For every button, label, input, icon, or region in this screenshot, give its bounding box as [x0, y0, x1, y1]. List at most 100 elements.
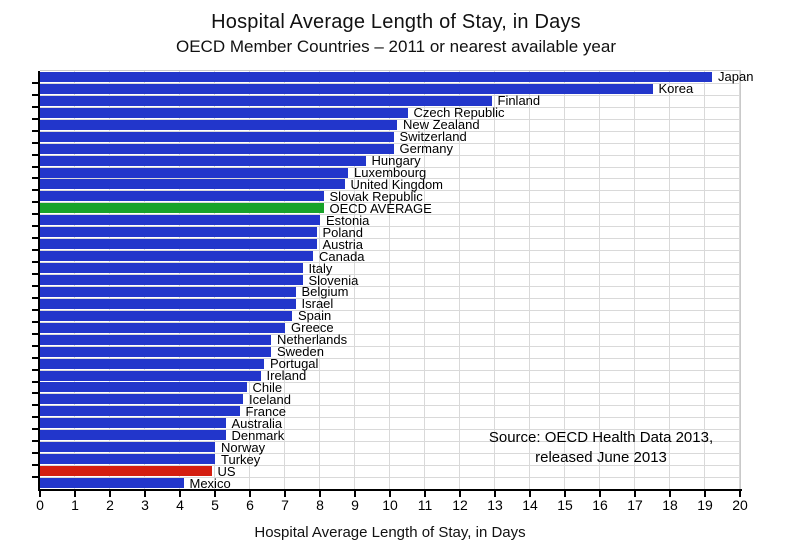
- bar-korea: [40, 83, 653, 94]
- x-axis-tick: [459, 491, 461, 497]
- bar-label: Denmark: [231, 427, 285, 443]
- gridline-h: [40, 393, 740, 395]
- bar-label: Spain: [298, 308, 332, 324]
- bar-canada: [40, 251, 313, 262]
- bar-row: OECD AVERAGE: [40, 200, 740, 216]
- y-axis-tick: [32, 440, 38, 443]
- gridline-h: [40, 226, 740, 228]
- y-axis-tick: [32, 296, 38, 299]
- bar-germany: [40, 143, 394, 154]
- bar-label: Turkey: [221, 451, 261, 467]
- gridline-h: [40, 94, 740, 96]
- gridline-h: [40, 309, 740, 311]
- source-line-2: released June 2013: [535, 449, 667, 466]
- bar-label: Slovenia: [308, 272, 359, 288]
- x-tick-label: 5: [211, 497, 219, 513]
- bar-mexico: [40, 478, 184, 489]
- gridline-v: [704, 71, 705, 489]
- y-axis-tick: [32, 81, 38, 84]
- x-tick-label: 15: [557, 497, 573, 513]
- gridline-h: [40, 166, 740, 168]
- gridline-v: [354, 71, 355, 489]
- x-tick-label: 18: [662, 497, 678, 513]
- y-axis-tick: [32, 129, 38, 132]
- x-axis-tick: [424, 491, 426, 497]
- bar-greece: [40, 322, 285, 333]
- bar-label: Luxembourg: [354, 165, 427, 180]
- gridline-h: [40, 369, 740, 371]
- bar-label: OECD AVERAGE: [329, 200, 432, 216]
- bar-label: Poland: [322, 224, 363, 240]
- y-axis-tick: [32, 117, 38, 120]
- x-tick-label: 13: [487, 497, 503, 513]
- bar-hungary: [40, 155, 366, 166]
- y-axis-tick: [32, 237, 38, 240]
- bar-japan: [40, 71, 712, 82]
- bar-poland: [40, 227, 317, 238]
- bar-row: Mexico: [40, 475, 740, 491]
- y-axis-tick: [32, 225, 38, 228]
- y-axis-tick: [32, 308, 38, 311]
- bar-label: US: [217, 463, 236, 479]
- source-note: Source: OECD Health Data 2013, released …: [465, 428, 737, 468]
- bar-switzerland: [40, 131, 394, 142]
- gridline-h: [40, 417, 740, 419]
- bar-row: Canada: [40, 250, 740, 263]
- bar-iceland: [40, 394, 243, 405]
- gridline-h: [40, 118, 740, 120]
- bar-netherlands: [40, 334, 271, 345]
- bar-label: Iceland: [249, 391, 291, 407]
- bar-us: [40, 466, 212, 477]
- bar-row: Norway: [40, 441, 740, 454]
- x-tick-label: 2: [106, 497, 114, 513]
- x-axis-tick: [39, 491, 41, 497]
- x-axis-tick: [529, 491, 531, 497]
- bar-czech-republic: [40, 107, 408, 118]
- bar-ireland: [40, 370, 261, 381]
- bar-israel: [40, 298, 296, 309]
- bar-label: France: [245, 403, 286, 419]
- bar-row: Turkey: [40, 451, 740, 467]
- y-axis-tick: [32, 452, 38, 455]
- y-axis-tick: [32, 153, 38, 156]
- gridline-h: [40, 465, 740, 467]
- gridline-h: [40, 190, 740, 192]
- bar-row: Netherlands: [40, 333, 740, 346]
- gridline-h: [40, 130, 740, 132]
- bar-row: Portugal: [40, 357, 740, 370]
- bar-row: Luxembourg: [40, 165, 740, 180]
- bar-row: Hungary: [40, 154, 740, 167]
- gridline-h: [40, 82, 740, 84]
- gridline-h: [40, 178, 740, 180]
- bar-label: Mexico: [189, 475, 231, 491]
- x-axis-tick: [284, 491, 286, 497]
- x-axis-tick: [249, 491, 251, 497]
- bar-belgium: [40, 286, 296, 297]
- x-axis-tick: [214, 491, 216, 497]
- bar-row: Sweden: [40, 345, 740, 358]
- bar-label: Germany: [399, 141, 453, 157]
- gridline-v: [319, 71, 320, 489]
- bar-chile: [40, 382, 247, 393]
- bar-turkey: [40, 454, 215, 465]
- gridline-v: [424, 71, 425, 489]
- y-axis-tick: [32, 105, 38, 108]
- x-tick-label: 0: [36, 497, 44, 513]
- gridline-v: [459, 71, 460, 489]
- gridline-h: [40, 202, 740, 204]
- y-axis-tick: [32, 249, 38, 252]
- x-tick-label: 20: [732, 497, 748, 513]
- x-tick-label: 17: [627, 497, 643, 513]
- y-axis-tick: [32, 332, 38, 335]
- y-axis-tick: [32, 320, 38, 323]
- bar-row: US: [40, 463, 740, 479]
- gridline-h: [40, 453, 740, 455]
- bar-spain: [40, 310, 292, 321]
- bar-row: Finland: [40, 94, 740, 107]
- gridline-h: [40, 405, 740, 407]
- x-axis-tick: [634, 491, 636, 497]
- gridline-h: [40, 297, 740, 299]
- bar-australia: [40, 418, 226, 429]
- bar-row: Germany: [40, 141, 740, 157]
